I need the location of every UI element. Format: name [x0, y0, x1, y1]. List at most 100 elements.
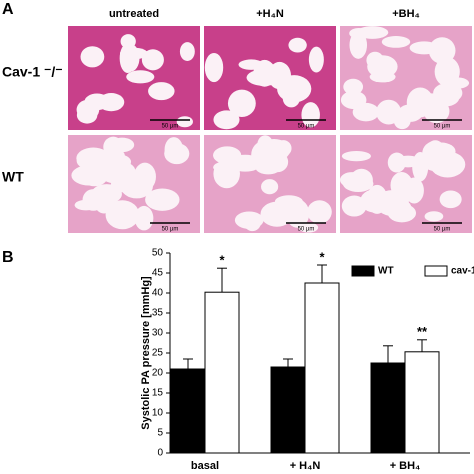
y-tick-label: 20: [152, 368, 164, 379]
alveolus: [349, 31, 368, 59]
significance: *: [319, 249, 325, 264]
legend-swatch: [424, 265, 448, 277]
error-bar: [383, 345, 393, 363]
alveolus: [307, 200, 332, 224]
scale-bar-label: 50 µm: [162, 124, 179, 130]
alveolus: [105, 200, 140, 230]
scale-bar-label: 50 µm: [434, 124, 451, 130]
alveolus: [179, 42, 195, 61]
error-bar: [317, 264, 327, 283]
alveolus: [215, 168, 234, 186]
alveolus: [393, 111, 411, 130]
alveolus: [301, 102, 320, 128]
alveolus: [409, 41, 439, 55]
bar: [270, 366, 306, 454]
scale-bar-label: 50 µm: [162, 227, 179, 233]
column-header: untreated: [109, 8, 159, 20]
alveolus: [412, 151, 429, 182]
significance: *: [219, 253, 225, 268]
alveolus: [176, 116, 193, 128]
row-label: WT: [2, 169, 24, 185]
alveolus: [341, 151, 371, 162]
alveolus: [260, 201, 294, 227]
x-tick-label: + BH₄: [390, 460, 421, 472]
alveolus: [352, 102, 380, 122]
panel-label: B: [2, 249, 14, 266]
alveolus: [120, 173, 153, 199]
error-bar: [183, 358, 193, 369]
alveolus: [145, 188, 180, 211]
y-tick-label: 35: [152, 308, 164, 319]
row-label: Cav-1 ⁻/⁻: [2, 64, 63, 80]
alveolus: [227, 89, 256, 118]
alveolus: [288, 89, 302, 103]
alveolus: [261, 179, 279, 195]
alveolus: [134, 205, 154, 231]
y-tick-label: 10: [152, 408, 164, 419]
y-tick-label: 0: [157, 448, 163, 459]
alveolus: [341, 195, 367, 217]
alveolus: [288, 37, 307, 53]
error-bar: [217, 267, 227, 293]
alveolus: [367, 55, 398, 78]
alveolus: [148, 82, 175, 101]
x-tick-label: + H₄N: [290, 460, 321, 472]
alveolus: [120, 34, 136, 49]
alveolus: [80, 164, 109, 187]
alveolus: [213, 110, 240, 130]
scale-bar-label: 50 µm: [298, 227, 315, 233]
significance: **: [417, 324, 428, 339]
alveolus: [308, 46, 324, 73]
column-header: +H₄N: [256, 8, 284, 20]
y-tick-label: 5: [157, 428, 163, 439]
alveolus: [121, 44, 140, 72]
alveolus: [439, 190, 462, 209]
legend-label: WT: [378, 266, 394, 277]
bar: [170, 368, 206, 454]
scale-bar-label: 50 µm: [298, 124, 315, 130]
x-tick-label: basal: [191, 460, 219, 472]
y-axis-label: Systolic PA pressure [mmHg]: [140, 276, 152, 430]
alveolus: [257, 135, 274, 156]
y-tick-label: 45: [152, 268, 164, 279]
alveolus: [444, 77, 470, 89]
y-tick-label: 15: [152, 388, 164, 399]
alveolus: [275, 140, 292, 157]
alveolus: [76, 106, 98, 124]
column-header: +BH₄: [392, 8, 420, 20]
alveolus: [82, 189, 105, 211]
error-bar: [417, 339, 427, 352]
legend-label: cav-1 ⁻/⁻: [451, 266, 474, 277]
alveolus: [234, 211, 264, 229]
alveolus: [80, 46, 105, 68]
scale-bar-label: 50 µm: [434, 227, 451, 233]
error-bar: [283, 358, 293, 367]
y-tick-label: 50: [152, 248, 164, 259]
alveolus: [433, 87, 460, 107]
alveolus: [349, 168, 373, 192]
alveolus: [274, 195, 303, 209]
alveolus: [426, 142, 456, 161]
alveolus: [343, 78, 364, 95]
alveolus: [76, 151, 109, 171]
y-tick-label: 30: [152, 328, 164, 339]
alveolus: [84, 93, 110, 111]
alveolus: [298, 222, 319, 233]
alveolus: [126, 70, 155, 84]
alveolus: [141, 49, 164, 71]
y-tick-label: 40: [152, 288, 164, 299]
alveolus: [424, 211, 444, 222]
alveolus: [404, 177, 424, 204]
alveolus: [164, 137, 184, 162]
bar: [370, 362, 406, 454]
y-tick-label: 25: [152, 348, 164, 359]
alveolus: [238, 59, 264, 70]
alveolus: [204, 52, 224, 83]
alveolus: [381, 36, 411, 48]
alveolus: [366, 184, 388, 214]
histology-images: 50 µm 50 µm 50 µm 50 µm 50 µm 50 µm: [68, 26, 472, 233]
legend-swatch: [351, 265, 375, 277]
panel-label: A: [2, 1, 14, 18]
alveolus: [268, 61, 292, 90]
